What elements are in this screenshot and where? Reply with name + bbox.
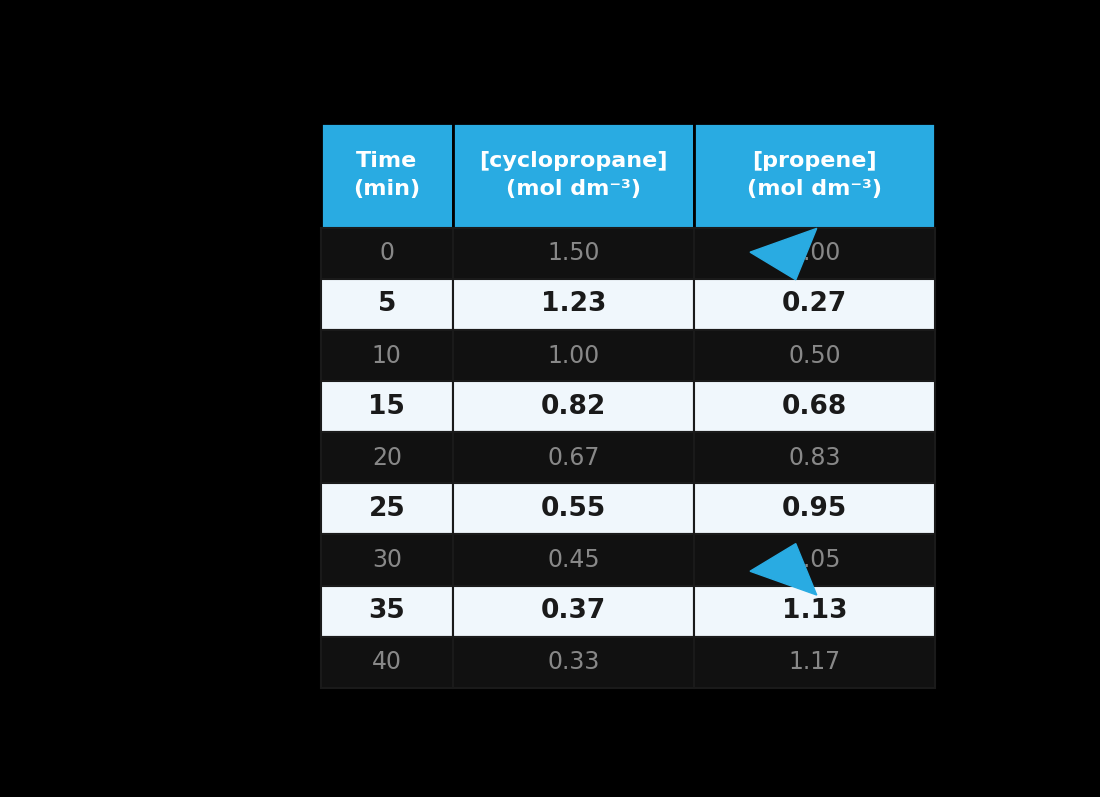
Bar xyxy=(694,228,935,279)
Bar xyxy=(453,228,694,279)
Text: 0.82: 0.82 xyxy=(541,394,606,420)
Bar xyxy=(321,586,453,637)
Bar xyxy=(453,483,694,535)
Text: 25: 25 xyxy=(368,496,405,522)
Bar xyxy=(453,330,694,381)
Bar xyxy=(321,483,453,535)
Polygon shape xyxy=(750,229,816,280)
Text: 0.83: 0.83 xyxy=(789,446,840,469)
Text: [propene]
(mol dm⁻³): [propene] (mol dm⁻³) xyxy=(747,151,882,199)
Text: 0.45: 0.45 xyxy=(547,548,600,572)
Text: 0.55: 0.55 xyxy=(541,496,606,522)
Bar xyxy=(453,279,694,330)
Text: 1.00: 1.00 xyxy=(547,344,600,367)
Bar xyxy=(321,124,453,228)
Bar xyxy=(694,279,935,330)
Text: 30: 30 xyxy=(372,548,402,572)
Text: 0: 0 xyxy=(379,241,394,265)
Text: 0.37: 0.37 xyxy=(541,599,606,624)
Text: 1.13: 1.13 xyxy=(782,599,847,624)
Bar xyxy=(694,483,935,535)
Bar xyxy=(694,637,935,688)
Text: 15: 15 xyxy=(368,394,405,420)
Text: 0.27: 0.27 xyxy=(782,292,847,317)
Text: 0.00: 0.00 xyxy=(789,241,840,265)
Polygon shape xyxy=(333,172,852,651)
Text: 40: 40 xyxy=(372,650,402,674)
Text: [cyclopropane]
(mol dm⁻³): [cyclopropane] (mol dm⁻³) xyxy=(480,151,668,199)
Bar xyxy=(453,124,694,228)
Text: 0.33: 0.33 xyxy=(547,650,600,674)
Text: Time
(min): Time (min) xyxy=(353,151,420,199)
Bar xyxy=(453,432,694,483)
Text: 1.17: 1.17 xyxy=(789,650,840,674)
Bar xyxy=(694,432,935,483)
Bar xyxy=(453,637,694,688)
Text: 35: 35 xyxy=(368,599,405,624)
Bar xyxy=(321,637,453,688)
Text: 1.23: 1.23 xyxy=(541,292,606,317)
Bar xyxy=(321,330,453,381)
Bar xyxy=(321,228,453,279)
Bar xyxy=(321,381,453,432)
Bar xyxy=(694,124,935,228)
Text: 10: 10 xyxy=(372,344,402,367)
Text: 0.95: 0.95 xyxy=(782,496,847,522)
Polygon shape xyxy=(750,544,816,595)
Bar xyxy=(453,586,694,637)
Bar xyxy=(321,432,453,483)
Bar xyxy=(321,279,453,330)
Bar xyxy=(694,535,935,586)
Text: 20: 20 xyxy=(372,446,402,469)
Text: 1.50: 1.50 xyxy=(547,241,600,265)
Bar xyxy=(453,381,694,432)
Bar xyxy=(694,586,935,637)
Bar xyxy=(694,330,935,381)
Bar xyxy=(321,535,453,586)
Text: 5: 5 xyxy=(377,292,396,317)
Text: 0.68: 0.68 xyxy=(782,394,847,420)
Bar xyxy=(694,381,935,432)
Text: 1.05: 1.05 xyxy=(789,548,840,572)
Text: 0.50: 0.50 xyxy=(789,344,840,367)
Text: 0.67: 0.67 xyxy=(547,446,600,469)
Bar xyxy=(453,535,694,586)
